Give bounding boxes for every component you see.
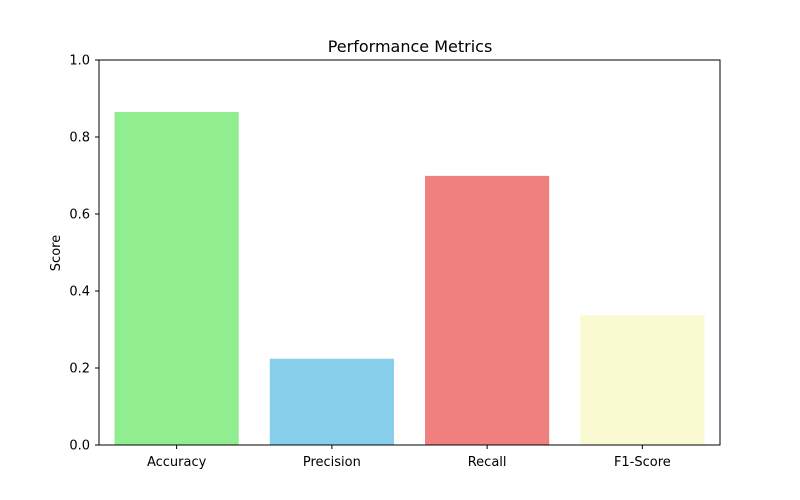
bar-f1-score — [580, 315, 705, 445]
y-tick-label: 0.6 — [69, 208, 90, 223]
chart-title: Performance Metrics — [328, 37, 493, 56]
x-tick-label: Accuracy — [147, 455, 207, 470]
y-axis-label: Score — [49, 235, 64, 271]
plot-frame — [98, 59, 721, 446]
bar-accuracy — [114, 111, 239, 445]
y-tick-label: 0.8 — [69, 131, 90, 146]
y-tick-label: 1.0 — [69, 54, 90, 69]
y-tick-label: 0.4 — [69, 285, 90, 300]
x-tick-label: Precision — [303, 455, 361, 470]
bar-recall — [425, 175, 550, 445]
y-tick-label: 0.2 — [69, 362, 90, 377]
x-tick-label: Recall — [468, 455, 507, 470]
y-axis-ticks: 0.0 0.2 0.4 0.6 0.8 1.0 — [69, 54, 99, 454]
bar-precision — [269, 358, 394, 445]
x-axis-ticks: Accuracy Precision Recall F1-Score — [147, 445, 671, 470]
bars-group — [114, 111, 705, 445]
x-tick-label: F1-Score — [614, 455, 671, 470]
y-tick-label: 0.0 — [69, 439, 90, 454]
